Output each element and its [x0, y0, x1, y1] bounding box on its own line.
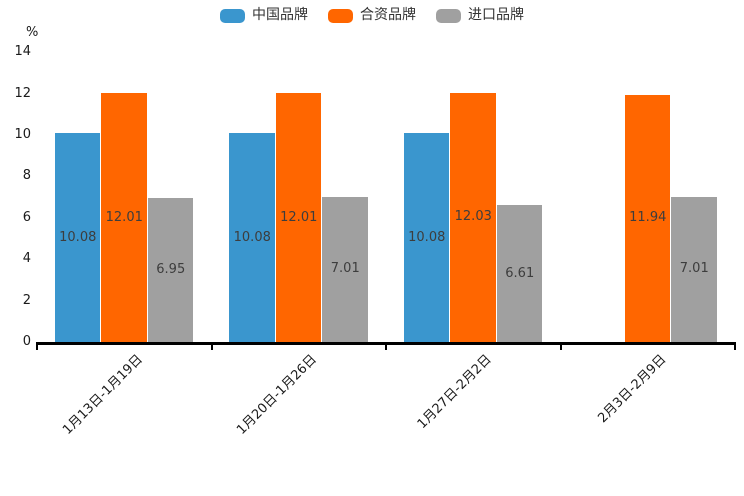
legend-item-joint-venture-brand[interactable]: 合资品牌 [328, 7, 416, 24]
legend: 中国品牌 合资品牌 进口品牌 [0, 7, 744, 24]
x-axis-label: 1月20日-1月26日 [234, 352, 321, 438]
bar-value-label: 10.08 [408, 229, 446, 245]
bar-value-label: 12.01 [280, 209, 318, 225]
y-axis-unit-label: % [26, 25, 39, 40]
y-tick-label: 14 [14, 44, 31, 60]
bar [403, 133, 449, 342]
x-axis-tick [385, 342, 387, 350]
legend-label: 进口品牌 [468, 7, 524, 23]
legend-label: 合资品牌 [360, 7, 416, 23]
y-tick-label: 2 [22, 292, 31, 308]
bar-value-label: 7.01 [330, 261, 360, 277]
legend-swatch-china-brand [220, 8, 245, 23]
bar [624, 94, 670, 342]
bar [54, 133, 100, 342]
bar-value-label: 12.01 [105, 209, 143, 225]
legend-item-import-brand[interactable]: 进口品牌 [436, 7, 524, 24]
bar [322, 196, 368, 342]
bar-value-label: 10.08 [233, 229, 271, 245]
legend-swatch-joint-venture-brand [328, 8, 353, 23]
y-tick-label: 0 [22, 334, 31, 349]
bar-value-label: 6.61 [505, 265, 535, 281]
bar [496, 205, 542, 342]
x-axis-tick [36, 342, 38, 350]
x-axis-label: 1月13日-1月19日 [60, 352, 146, 438]
bar [147, 198, 193, 342]
legend-label: 中国品牌 [252, 7, 308, 23]
x-axis-tick [734, 342, 736, 350]
bar-value-label: 11.94 [629, 210, 667, 226]
bar [275, 93, 321, 342]
x-axis-label: 1月27日-2月2日 [414, 352, 495, 432]
y-tick-label: 12 [14, 85, 31, 101]
x-axis-tick [210, 342, 213, 350]
x-axis-tick [559, 342, 562, 350]
bar [450, 92, 496, 342]
bar [229, 133, 275, 342]
bar [101, 93, 147, 342]
legend-item-china-brand[interactable]: 中国品牌 [220, 7, 308, 24]
y-tick-label: 4 [22, 251, 31, 267]
bar-value-label: 7.01 [679, 261, 709, 277]
legend-swatch-import-brand [436, 8, 461, 23]
y-tick-label: 8 [22, 168, 31, 184]
y-tick-label: 10 [14, 127, 31, 142]
x-axis-label: 2月3日-2月9日 [595, 352, 670, 427]
bar-value-label: 6.95 [156, 262, 186, 278]
bar [671, 196, 717, 342]
y-tick-label: 6 [22, 209, 31, 225]
bar-value-label: 12.03 [454, 209, 492, 225]
bar-value-label: 10.08 [59, 229, 97, 245]
